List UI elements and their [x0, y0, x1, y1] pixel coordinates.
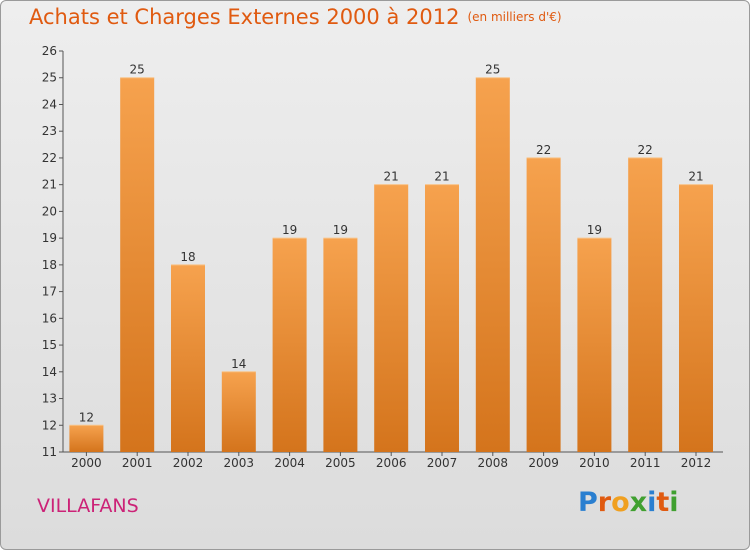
x-tick-label-2011: 2011: [630, 456, 661, 470]
y-tick-label: 25: [42, 71, 57, 85]
bar-2007: [425, 184, 459, 452]
bar-2002: [171, 264, 205, 452]
y-tick-label: 13: [42, 392, 57, 406]
x-tick-label-2003: 2003: [224, 456, 255, 470]
axes: 11 12 13 14 15 16 17 18 19 20 21 22 23 24 25 26 2000 2001…: [42, 44, 723, 470]
x-tick-label-2008: 2008: [478, 456, 509, 470]
bar-2010: [577, 238, 612, 452]
value-label-2006: 21: [384, 170, 399, 184]
value-label-2005: 19: [333, 223, 348, 237]
x-tick-label-2005: 2005: [325, 456, 356, 470]
x-tick-label-2001: 2001: [122, 456, 153, 470]
y-tick-label: 16: [42, 311, 57, 325]
logo-letter: P: [578, 487, 598, 518]
value-label-2001: 25: [130, 63, 145, 77]
x-tick-label-2009: 2009: [528, 456, 559, 470]
y-tick-label: 15: [42, 338, 57, 352]
y-tick-label: 23: [42, 124, 57, 138]
y-tick-label: 22: [42, 151, 57, 165]
x-tick-label-2007: 2007: [427, 456, 458, 470]
y-tick-label: 24: [42, 97, 57, 111]
bar-2012: [679, 184, 713, 452]
y-tick-label: 18: [42, 258, 57, 272]
y-tick-label: 11: [42, 445, 57, 459]
x-tick-label-2012: 2012: [681, 456, 712, 470]
value-label-2009: 22: [536, 143, 551, 157]
proxiti-logo: Proxiti: [578, 487, 679, 518]
bar-2005: [323, 238, 358, 452]
x-tick-label-2004: 2004: [274, 456, 305, 470]
y-tick-label: 26: [42, 44, 57, 58]
logo-letter: t: [656, 487, 670, 518]
y-tick-label: 21: [42, 178, 57, 192]
value-label-2004: 19: [282, 223, 297, 237]
title-text: Achats et Charges Externes 2000 à 2012: [29, 5, 460, 29]
bar-2008: [475, 77, 510, 452]
logo-letter: i: [647, 487, 657, 518]
value-label-2000: 12: [79, 410, 94, 424]
value-label-2002: 18: [180, 250, 195, 264]
logo-letter: o: [611, 487, 630, 518]
y-tick-label: 19: [42, 231, 57, 245]
x-tick-label-2000: 2000: [71, 456, 102, 470]
y-tick-label: 20: [42, 204, 57, 218]
bars: 12 25 18 14 19 19 21 21 25 22 19 22 21: [69, 63, 713, 452]
value-label-2012: 21: [688, 170, 703, 184]
bar-2011: [628, 157, 663, 452]
y-tick-label: 12: [42, 418, 57, 432]
location-label: VILLAFANS: [37, 495, 139, 517]
value-label-2008: 25: [485, 63, 500, 77]
value-label-2010: 19: [587, 223, 602, 237]
bar-2009: [526, 157, 561, 452]
x-tick-label-2006: 2006: [376, 456, 407, 470]
x-tick-label-2010: 2010: [579, 456, 610, 470]
bar-2000: [69, 425, 104, 452]
y-tick-label: 14: [42, 365, 57, 379]
chart-title: Achats et Charges Externes 2000 à 2012 (e…: [29, 5, 562, 29]
bar-2003: [221, 371, 256, 452]
bar-2006: [374, 184, 409, 452]
bar-2001: [120, 77, 155, 452]
logo-letter: x: [629, 487, 648, 518]
logo-letter: i: [669, 487, 679, 518]
title-unit: (en milliers d'€): [467, 10, 562, 24]
y-tick-label: 17: [42, 285, 57, 299]
value-label-2007: 21: [434, 170, 449, 184]
x-tick-label-2002: 2002: [173, 456, 204, 470]
value-label-2011: 22: [638, 143, 653, 157]
bar-2004: [272, 238, 307, 452]
value-label-2003: 14: [231, 357, 246, 371]
logo-letter: r: [597, 487, 612, 518]
